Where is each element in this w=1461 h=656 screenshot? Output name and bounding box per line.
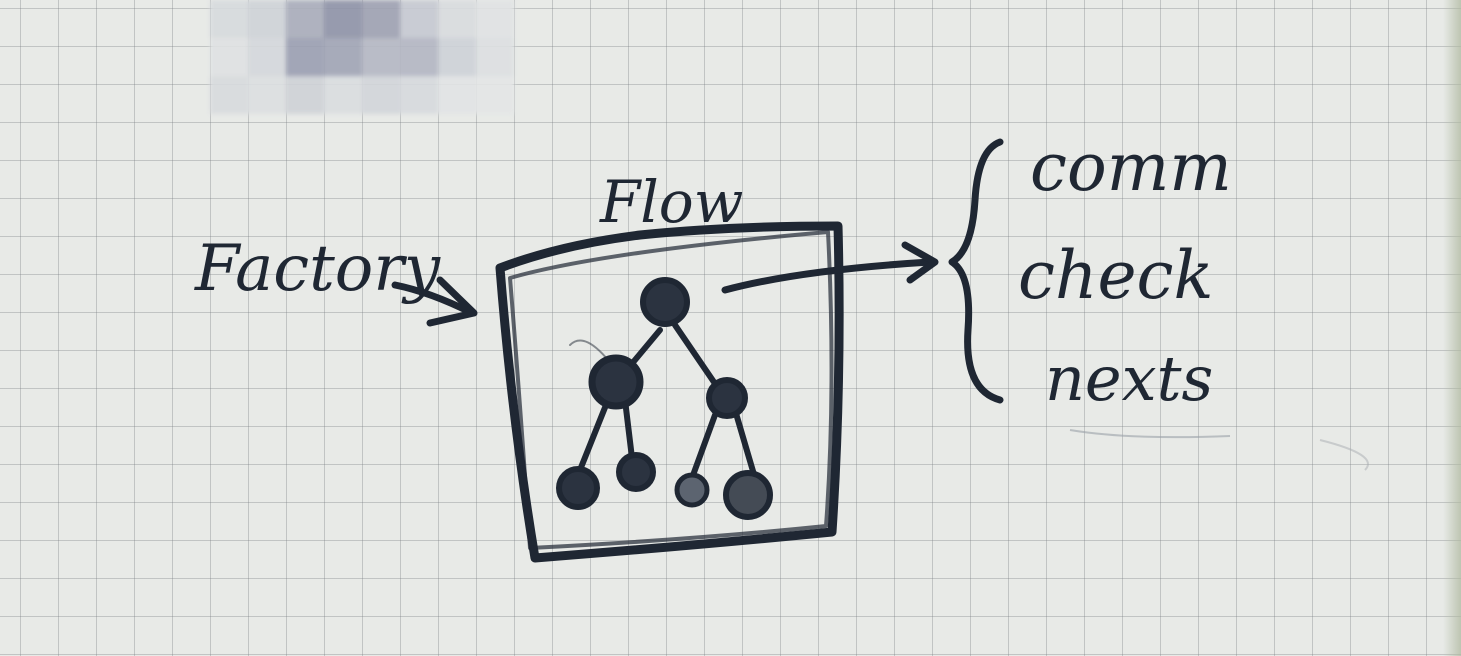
tree-leaf-node — [616, 452, 656, 492]
tree-nodes-icon — [556, 277, 773, 520]
output-check: check — [1018, 237, 1214, 314]
tree-leaf-node — [723, 470, 773, 520]
output-comm: comm — [1030, 129, 1232, 206]
factory-label: Factory — [194, 232, 441, 306]
output-nexts: nexts — [1045, 342, 1213, 415]
pixelated-redaction — [210, 0, 590, 140]
tree-leaf-node — [556, 466, 600, 510]
pencil-smudge — [1069, 429, 1231, 439]
flow-box — [495, 221, 844, 563]
arrow-right-icon — [721, 241, 939, 294]
tree-leaf-node — [674, 472, 710, 508]
tree-right-node — [706, 377, 748, 419]
left-brace-icon — [948, 138, 1004, 404]
pencil-smudge — [1319, 439, 1369, 471]
tree-left-node — [588, 354, 644, 410]
tree-root-node — [640, 277, 690, 327]
factory-arrow-icon — [391, 276, 478, 327]
